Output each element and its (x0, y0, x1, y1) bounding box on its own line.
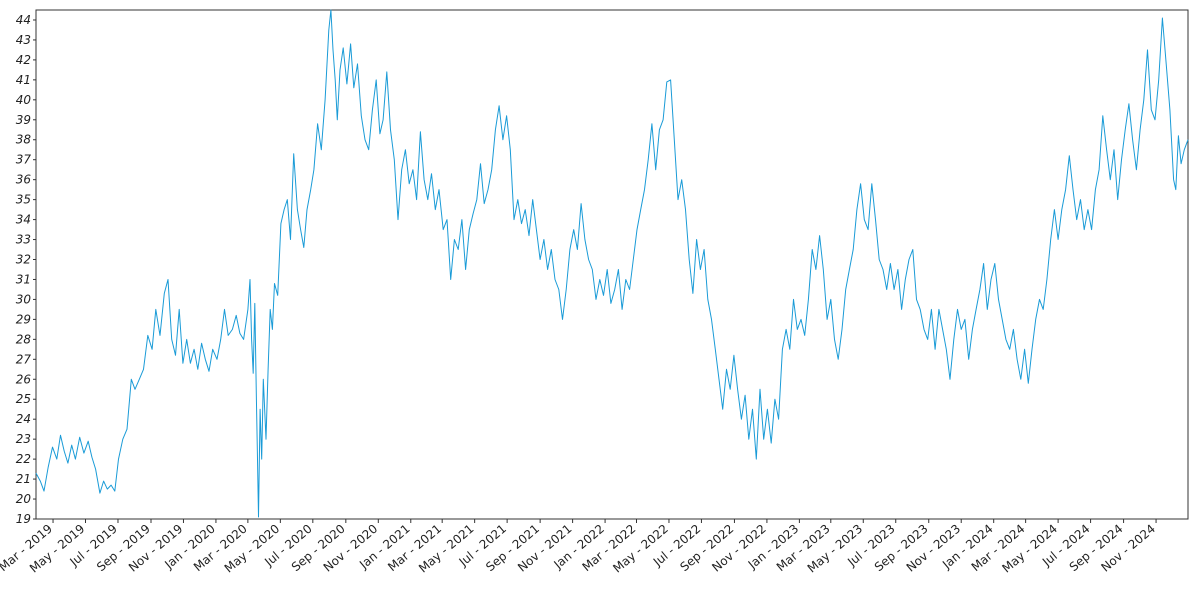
y-tick-label: 44 (16, 13, 31, 27)
y-tick-label: 43 (16, 33, 31, 47)
y-tick-label: 41 (16, 73, 31, 87)
y-tick-label: 21 (16, 472, 31, 486)
y-tick-label: 23 (16, 432, 31, 446)
y-tick-label: 31 (16, 272, 31, 286)
y-tick-label: 42 (16, 53, 31, 67)
y-tick-label: 26 (16, 372, 32, 386)
series-line (35, 9, 1189, 518)
y-tick-label: 24 (16, 412, 31, 426)
y-tick-label: 36 (16, 173, 32, 187)
y-tick-label: 19 (16, 512, 31, 526)
series-group (35, 9, 1189, 518)
y-axis: 19 20 21 22 23 24 25 26 27 28 29 30 31 32 33 34 35 36 37 38… (16, 13, 36, 526)
y-tick-label: 25 (16, 392, 31, 406)
y-tick-label: 32 (16, 253, 31, 267)
y-tick-label: 20 (16, 492, 32, 506)
y-tick-label: 40 (16, 93, 32, 107)
y-tick-label: 28 (16, 332, 32, 346)
y-tick-label: 33 (16, 233, 31, 247)
y-tick-label: 34 (16, 213, 31, 227)
y-tick-label: 37 (16, 153, 32, 167)
y-tick-label: 29 (16, 312, 31, 326)
y-tick-label: 27 (16, 352, 32, 366)
y-tick-label: 35 (16, 193, 31, 207)
plot-area (35, 9, 1189, 520)
y-tick-label: 38 (16, 133, 32, 147)
y-tick-label: 22 (16, 452, 31, 466)
y-tick-label: 39 (16, 113, 31, 127)
y-tick-label: 30 (16, 292, 32, 306)
